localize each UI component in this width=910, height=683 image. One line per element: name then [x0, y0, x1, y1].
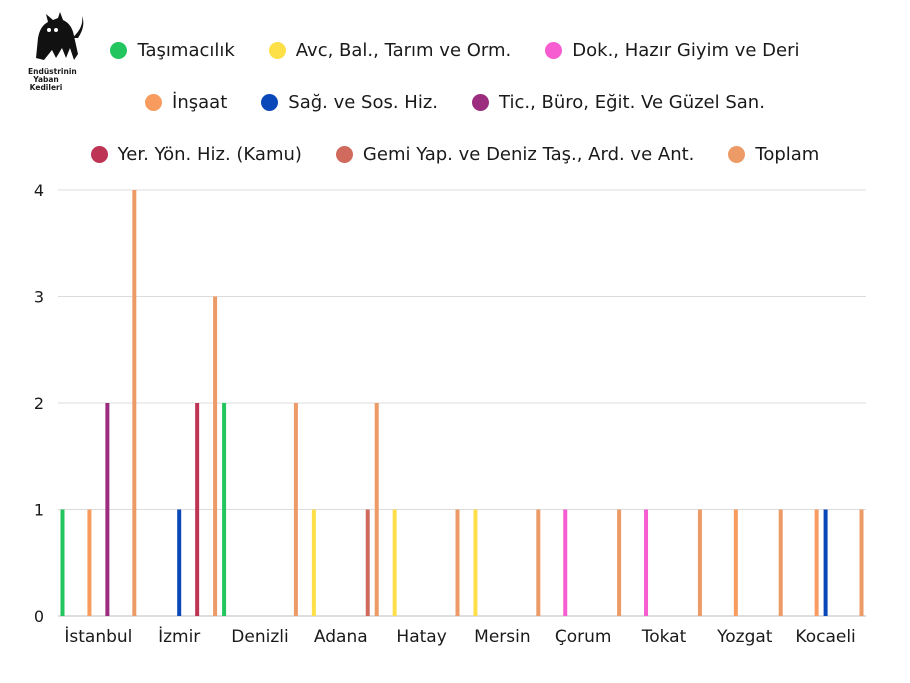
legend-item[interactable]: Yer. Yön. Hiz. (Kamu): [90, 144, 302, 165]
x-tick-label: Yozgat: [716, 627, 773, 647]
x-tick-label: Çorum: [555, 627, 612, 647]
bar: [293, 403, 298, 616]
bar: [778, 509, 783, 616]
bar: [392, 509, 397, 616]
legend-label: Avc, Bal., Tarım ve Orm.: [295, 40, 512, 61]
legend-row-2: İnşaat Sağ. ve Sos. Hiz. Tic., Büro, Eği…: [0, 92, 910, 113]
legend-item[interactable]: Avc, Bal., Tarım ve Orm.: [268, 40, 512, 61]
legend-swatch: [261, 94, 279, 111]
y-tick-label: 2: [34, 394, 44, 413]
bar: [644, 509, 649, 616]
black-cat-icon: [36, 12, 84, 60]
bar: [195, 403, 200, 616]
x-tick-label: Adana: [314, 627, 368, 647]
legend-label: Gemi Yap. ve Deniz Taş., Ard. ve Ant.: [362, 144, 695, 165]
logo: Endüstrinin Yaban Kedileri: [28, 8, 92, 94]
legend-label: Yer. Yön. Hiz. (Kamu): [117, 144, 302, 165]
bar: [87, 509, 92, 616]
legend-swatch: [110, 42, 128, 59]
legend-label: Sağ. ve Sos. Hiz.: [288, 92, 439, 113]
y-tick-label: 1: [34, 501, 44, 520]
bar: [105, 403, 110, 616]
x-tick-label: Denizli: [231, 627, 288, 647]
legend-swatch: [545, 42, 563, 59]
legend-item[interactable]: Taşımacılık: [110, 40, 235, 61]
x-tick-label: Tokat: [641, 627, 687, 647]
bar: [617, 509, 622, 616]
bar: [733, 509, 738, 616]
bar: [473, 509, 478, 616]
legend-item[interactable]: Toplam: [728, 144, 819, 165]
legend-item[interactable]: Gemi Yap. ve Deniz Taş., Ard. ve Ant.: [335, 144, 695, 165]
x-tick-label: Hatay: [396, 627, 446, 647]
y-tick-label: 3: [34, 288, 44, 307]
bar: [365, 509, 370, 616]
x-tick-label: Kocaeli: [795, 627, 855, 647]
logo-line-2: Yaban: [33, 75, 59, 84]
legend-swatch: [728, 146, 746, 163]
legend-label: Dok., Hazır Giyim ve Deri: [572, 40, 800, 61]
legend-item[interactable]: İnşaat: [145, 92, 227, 113]
legend-label: İnşaat: [172, 92, 228, 113]
x-tick-label: Mersin: [474, 627, 530, 647]
logo-line-1: Endüstrinin: [28, 67, 77, 76]
bar: [536, 509, 541, 616]
logo-line-3: Kedileri: [29, 83, 63, 92]
legend-swatch: [145, 94, 163, 111]
legend-row-3: Yer. Yön. Hiz. (Kamu) Gemi Yap. ve Deniz…: [0, 144, 910, 165]
legend-swatch: [472, 94, 490, 111]
y-tick-label: 0: [34, 607, 44, 626]
bar: [132, 190, 137, 616]
legend-label: Tic., Büro, Eğit. Ve Güzel San.: [499, 92, 765, 113]
legend-swatch: [268, 42, 286, 59]
bar: [177, 509, 182, 616]
y-tick-label: 4: [34, 181, 44, 200]
bar: [859, 509, 864, 616]
x-tick-label: İstanbul: [64, 626, 132, 647]
legend-label: Toplam: [755, 144, 820, 165]
bar: [814, 509, 819, 616]
legend-label: Taşımacılık: [137, 40, 235, 61]
legend-row-1: Taşımacılık Avc, Bal., Tarım ve Orm. Dok…: [0, 40, 910, 61]
legend-item[interactable]: Sağ. ve Sos. Hiz.: [261, 92, 438, 113]
bar: [374, 403, 379, 616]
legend-item[interactable]: Tic., Büro, Eğit. Ve Güzel San.: [472, 92, 765, 113]
legend-item[interactable]: Dok., Hazır Giyim ve Deri: [545, 40, 800, 61]
bar: [823, 509, 828, 616]
bar: [222, 403, 227, 616]
bar: [455, 509, 460, 616]
bar: [213, 296, 218, 616]
bar: [311, 509, 316, 616]
bar: [563, 509, 568, 616]
bar: [60, 509, 65, 616]
legend-swatch: [335, 146, 353, 163]
legend-swatch: [90, 146, 108, 163]
x-tick-label: İzmir: [158, 626, 200, 647]
bar: [697, 509, 702, 616]
